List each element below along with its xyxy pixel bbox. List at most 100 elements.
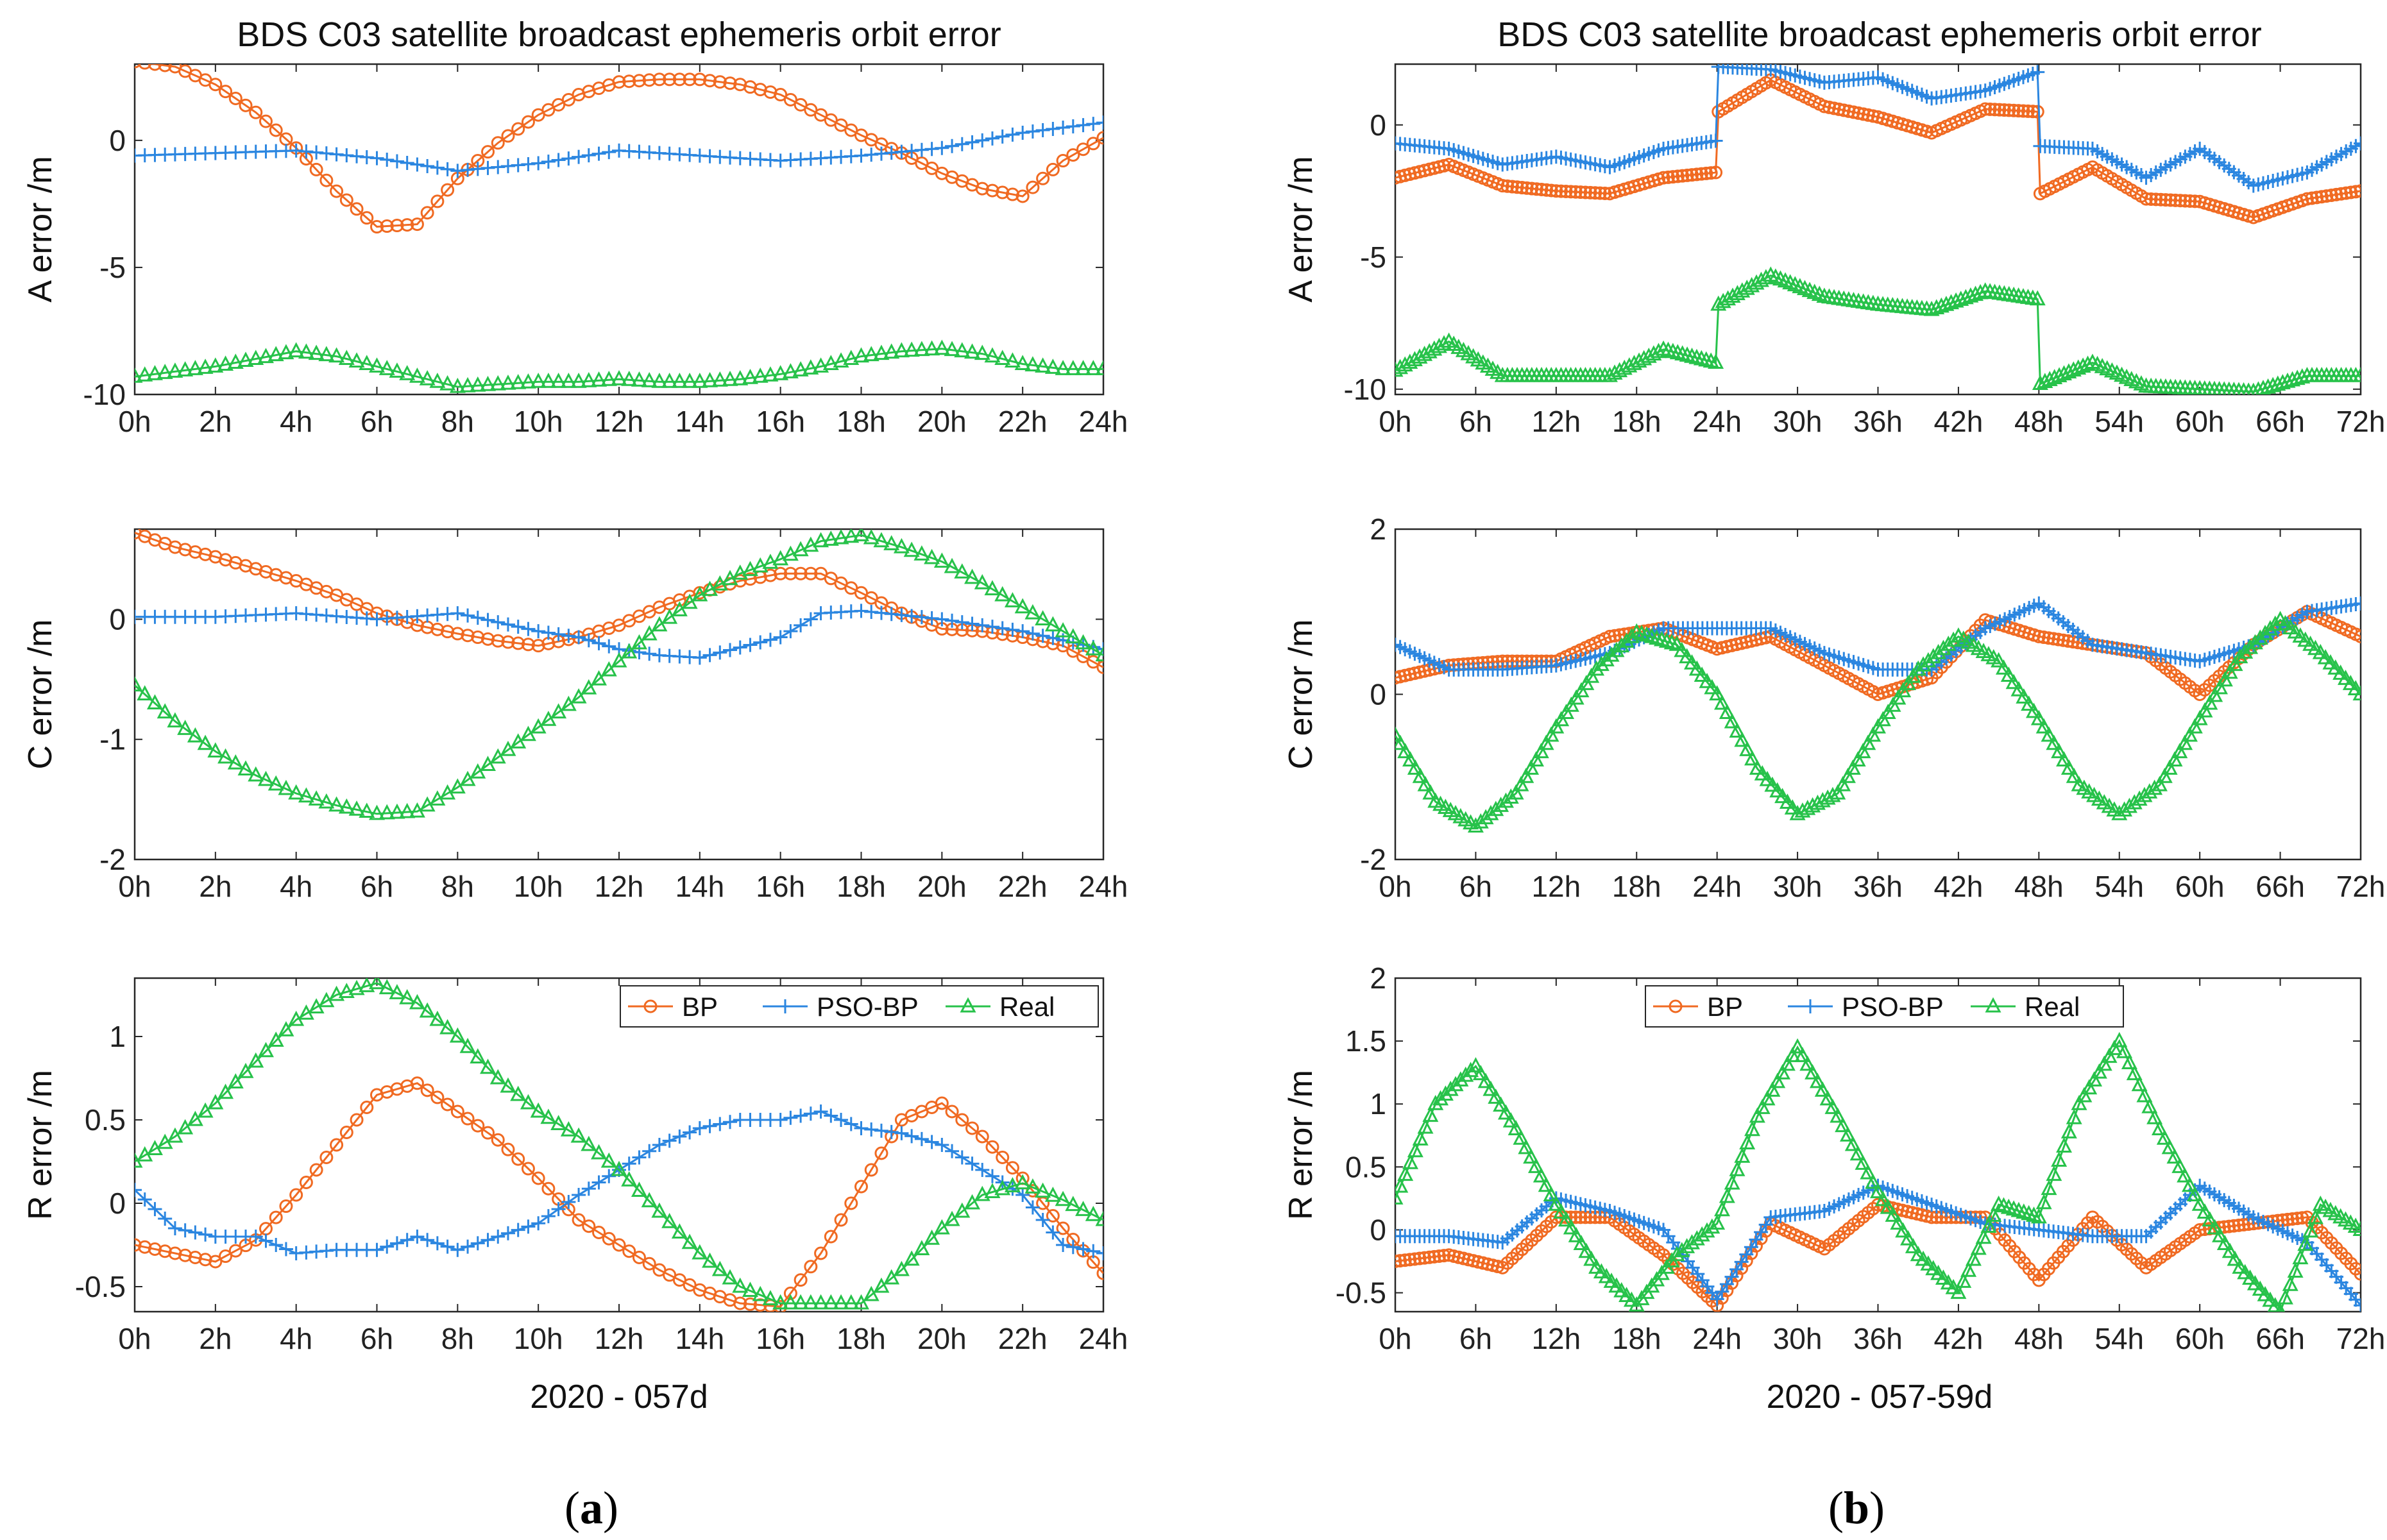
marker-real: [1683, 654, 1700, 670]
marker-pso-bp: [1056, 1238, 1071, 1252]
marker-real: [470, 763, 486, 779]
marker-bp: [350, 202, 364, 216]
marker-real: [1709, 685, 1726, 700]
marker-real: [994, 586, 1011, 602]
marker-real: [268, 1031, 284, 1047]
marker-real: [964, 1194, 981, 1210]
marker-bp: [360, 1101, 374, 1114]
marker-pso-bp: [955, 137, 969, 151]
line-real: [135, 982, 1103, 1305]
marker-real: [1779, 1055, 1796, 1071]
marker-bp: [2349, 185, 2361, 199]
marker-real: [1075, 634, 1092, 650]
marker-real: [2227, 382, 2241, 394]
x-tick-label: 54h: [2094, 1322, 2144, 1355]
marker-real: [1962, 287, 1979, 303]
marker-pso-bp: [985, 620, 999, 634]
marker-real: [1865, 726, 1882, 742]
marker-real: [1618, 1287, 1635, 1302]
axes-box: [133, 977, 1105, 1313]
marker-real: [2146, 1109, 2163, 1124]
marker-bp: [511, 636, 525, 650]
marker-real: [1744, 750, 1761, 766]
marker-bp: [1395, 670, 1407, 684]
marker-bp: [945, 1104, 959, 1119]
marker-pso-bp: [259, 1233, 273, 1248]
marker-bp: [874, 1146, 888, 1160]
marker-real: [1849, 751, 1866, 766]
y-tick-label: 1: [109, 1020, 126, 1053]
marker-pso-bp: [572, 1188, 586, 1202]
marker-real: [2255, 380, 2271, 394]
marker-real: [1538, 734, 1554, 750]
marker-pso-bp: [370, 151, 384, 165]
marker-real: [1905, 1238, 1921, 1253]
marker-pso-bp: [1715, 1284, 1729, 1299]
marker-real: [2016, 688, 2032, 704]
marker-bp: [198, 1253, 212, 1267]
marker-real: [1407, 759, 1423, 775]
marker-pso-bp: [844, 1117, 858, 1131]
marker-bp: [965, 1121, 980, 1135]
plot-b-a: 0h 6h 12h 18h 24h 30h 36h 42h 48h 54h 60h 66h 72h -10…: [1282, 63, 2385, 438]
marker-bp: [1005, 1161, 1019, 1175]
x-tick-label: 0h: [118, 1322, 151, 1355]
marker-real: [177, 720, 194, 735]
marker-real: [1855, 743, 1871, 759]
marker-real: [480, 1058, 497, 1074]
marker-real: [1493, 1096, 1509, 1112]
marker-real: [1395, 1189, 1404, 1205]
x-tick-label: 20h: [917, 405, 967, 438]
marker-bp: [1997, 103, 2011, 117]
marker-real: [792, 1294, 809, 1310]
marker-pso-bp: [541, 625, 556, 640]
y-tick-label: -1: [99, 723, 126, 756]
marker-real: [621, 643, 638, 659]
marker-bp: [1817, 99, 1831, 114]
x-tick-label: 8h: [441, 405, 474, 438]
panel-b-caption-letter: b: [1843, 1482, 1870, 1534]
marker-pso-bp: [410, 157, 425, 172]
marker-real: [2307, 1208, 2323, 1224]
marker-bp: [1515, 181, 1529, 195]
marker-real: [2156, 1129, 2173, 1145]
marker-bp: [410, 217, 424, 232]
marker-pso-bp: [995, 129, 1010, 144]
y-tick-label: -10: [83, 378, 126, 411]
marker-real: [429, 372, 446, 388]
marker-real: [671, 372, 688, 388]
marker-bp: [1525, 182, 1539, 196]
marker-bp: [854, 1180, 868, 1194]
marker-pso-bp: [854, 1121, 869, 1135]
marker-real: [1402, 751, 1419, 766]
marker-real: [1835, 775, 1851, 791]
marker-real: [1900, 1230, 1917, 1246]
x-tick-label: 6h: [361, 405, 393, 438]
x-tick-label: 14h: [675, 1322, 724, 1355]
marker-bp: [783, 1286, 797, 1300]
marker-bp: [1086, 655, 1100, 669]
marker-real: [2267, 1297, 2283, 1312]
marker-bp: [1407, 1252, 1422, 1266]
marker-bp: [1096, 1266, 1103, 1280]
marker-real: [2242, 382, 2255, 394]
marker-real: [1683, 1234, 1700, 1249]
marker-real: [2046, 734, 2062, 750]
legend: BP PSO-BP Real: [1645, 985, 2124, 1028]
marker-bp: [471, 1119, 485, 1133]
marker-real: [2141, 783, 2158, 799]
x-tick-label: 8h: [441, 1322, 474, 1355]
legend-label-real: Real: [999, 992, 1055, 1022]
marker-real: [2237, 382, 2250, 394]
marker-bp: [1988, 103, 2002, 117]
line-bp: [1395, 78, 2361, 219]
marker-real: [893, 537, 910, 554]
marker-bp: [138, 1240, 152, 1254]
marker-bp: [632, 74, 646, 88]
marker-real: [1960, 1262, 1977, 1277]
line-real: [1395, 1038, 2361, 1312]
marker-real: [2302, 1222, 2319, 1238]
marker-real: [621, 1171, 638, 1187]
marker-real: [732, 370, 749, 385]
marker-bp: [148, 64, 162, 71]
